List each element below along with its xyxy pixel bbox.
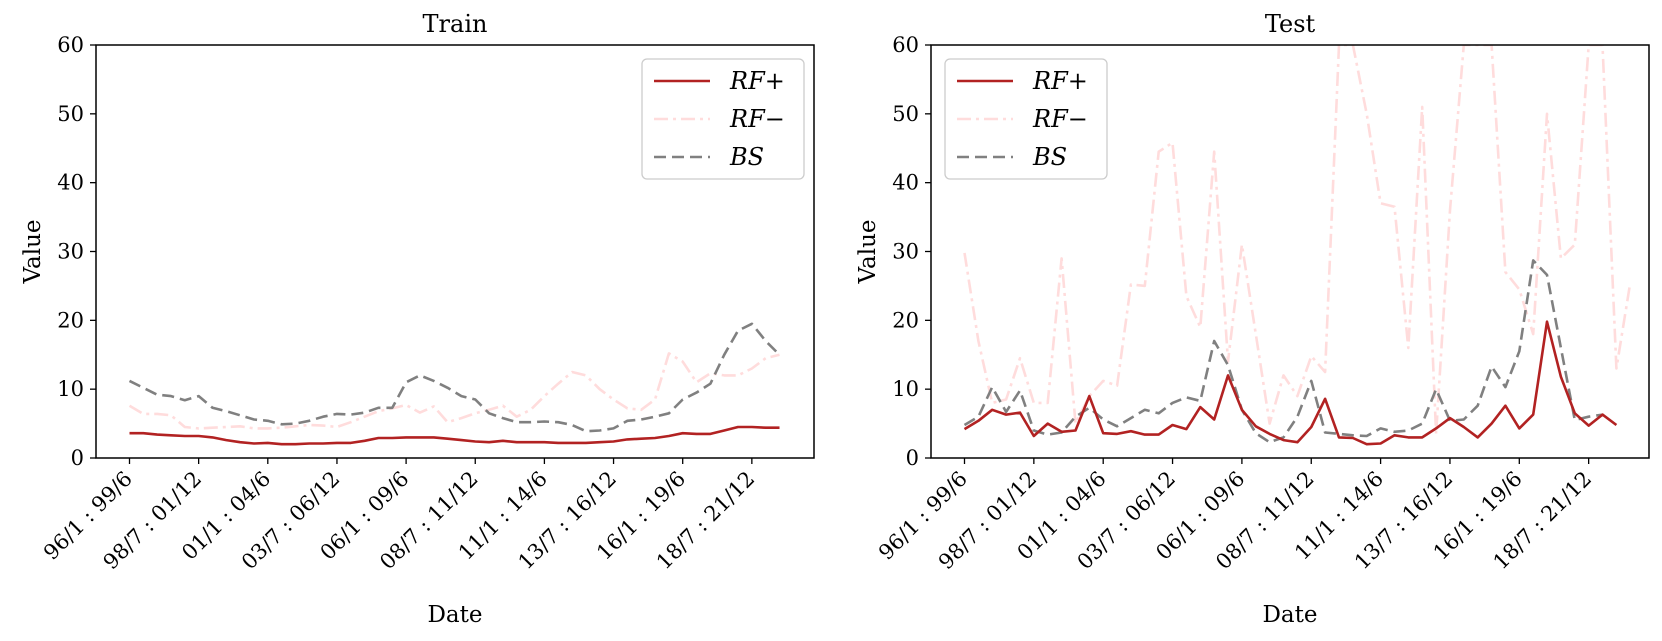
y-axis-label: Value	[20, 220, 46, 285]
series-line-rfminus	[128, 352, 780, 430]
y-tick-label: 10	[57, 377, 84, 401]
y-tick-label: 20	[892, 308, 919, 332]
y-tick-label: 50	[892, 102, 919, 126]
y-tick-label: 60	[57, 33, 84, 57]
y-tick-label: 40	[892, 171, 919, 195]
legend-box	[944, 58, 1108, 180]
legend-label: BS	[1032, 143, 1067, 171]
plot-frame	[930, 44, 1650, 459]
chart-title: Test	[1265, 10, 1316, 38]
y-tick-label: 20	[57, 308, 84, 332]
plot-frame	[95, 44, 815, 459]
legend: RF+ RF− BS	[944, 58, 1108, 180]
legend: RF+ RF− BS	[641, 58, 805, 180]
series-line-bs	[128, 322, 781, 433]
y-tick-label: 60	[892, 33, 919, 57]
y-axis-label: Value	[855, 220, 881, 285]
y-tick-label: 10	[892, 377, 919, 401]
series-line-rfplus	[963, 320, 1618, 446]
legend-box	[641, 58, 805, 180]
legend-label: RF−	[1032, 105, 1088, 133]
y-tick-label: 0	[906, 446, 919, 470]
series-line-rfplus	[129, 425, 780, 446]
legend-label: BS	[729, 143, 764, 171]
series-line-rfminus	[963, 45, 1632, 436]
series-line-bs	[963, 259, 1603, 444]
y-tick-label: 0	[71, 446, 84, 470]
y-tick-label: 50	[57, 102, 84, 126]
chart-title: Train	[423, 10, 488, 38]
legend-label: RF+	[729, 67, 785, 95]
x-axis-label: Date	[427, 602, 482, 628]
y-tick-label: 30	[892, 240, 919, 264]
legend-label: RF+	[1032, 67, 1088, 95]
y-tick-label: 40	[57, 171, 84, 195]
y-tick-label: 30	[57, 240, 84, 264]
legend-label: RF−	[729, 105, 785, 133]
x-axis-label: Date	[1262, 602, 1317, 628]
